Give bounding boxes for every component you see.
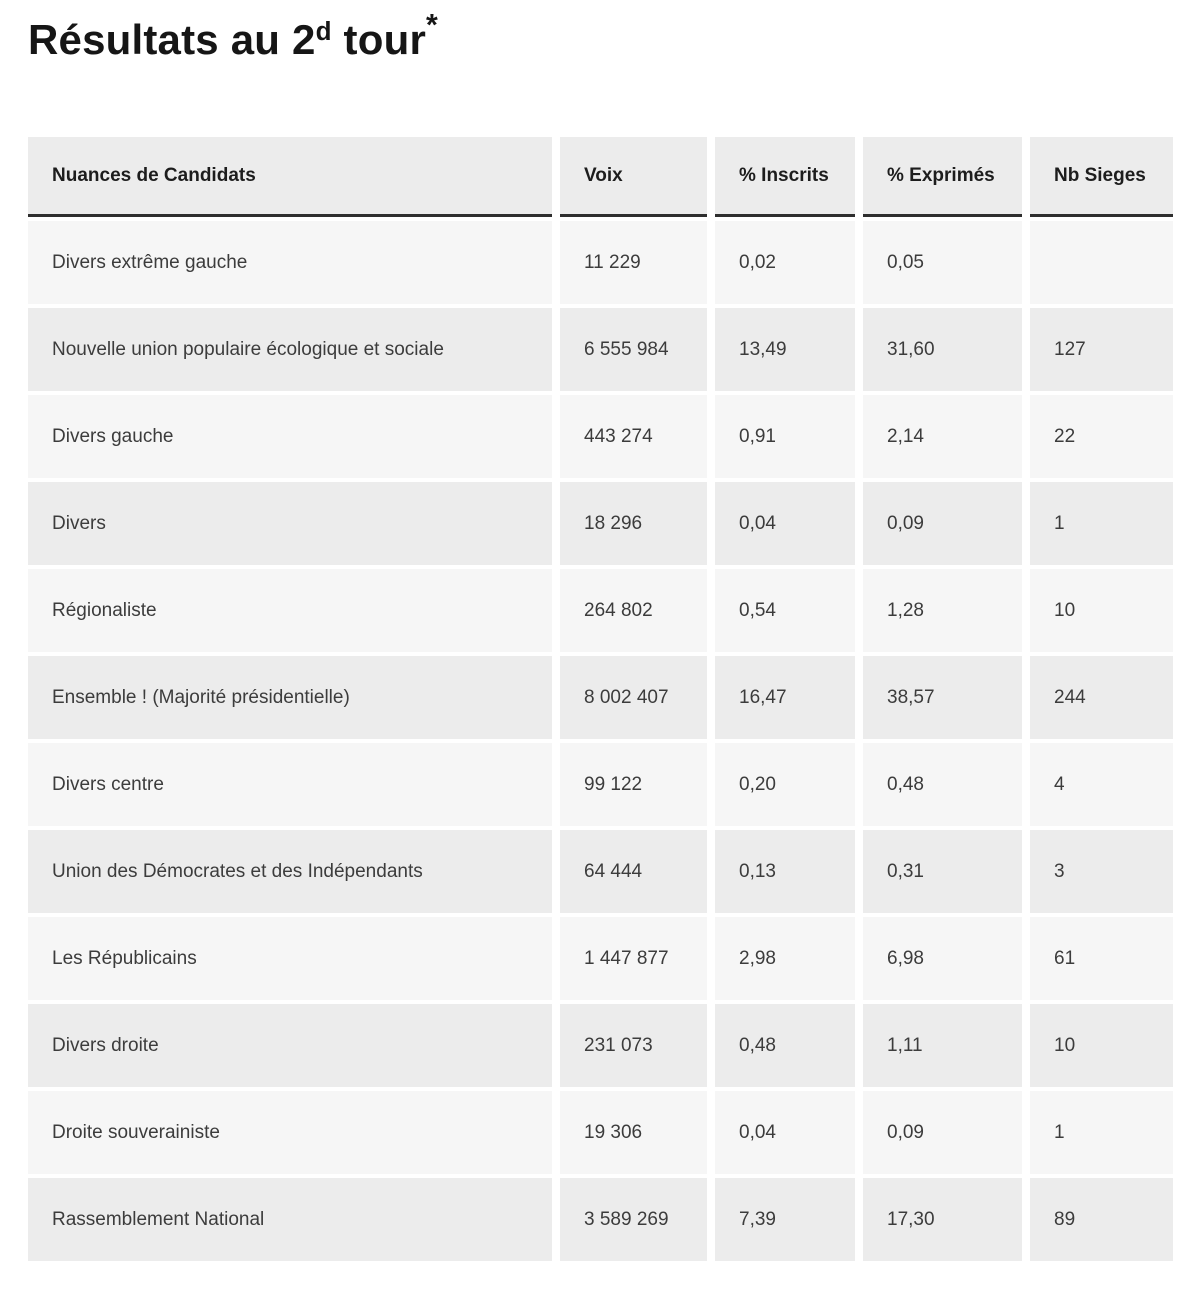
cell-nuance: Régionaliste bbox=[28, 569, 552, 652]
table-row: Divers centre 99 122 0,20 0,48 4 bbox=[28, 743, 1173, 826]
cell-exprimes: 0,48 bbox=[863, 743, 1022, 826]
cell-nuance: Divers gauche bbox=[28, 395, 552, 478]
cell-sieges: 127 bbox=[1030, 308, 1173, 391]
cell-nuance: Nouvelle union populaire écologique et s… bbox=[28, 308, 552, 391]
cell-inscrits: 0,13 bbox=[715, 830, 855, 913]
cell-voix: 3 589 269 bbox=[560, 1178, 707, 1261]
cell-inscrits: 0,48 bbox=[715, 1004, 855, 1087]
cell-exprimes: 1,11 bbox=[863, 1004, 1022, 1087]
page-title: Résultats au 2d tour* bbox=[28, 9, 438, 64]
cell-nuance: Divers bbox=[28, 482, 552, 565]
table-row: Ensemble ! (Majorité présidentielle) 8 00… bbox=[28, 656, 1173, 739]
cell-sieges: 1 bbox=[1030, 482, 1173, 565]
cell-exprimes: 38,57 bbox=[863, 656, 1022, 739]
cell-sieges: 1 bbox=[1030, 1091, 1173, 1174]
cell-sieges bbox=[1030, 221, 1173, 304]
cell-voix: 231 073 bbox=[560, 1004, 707, 1087]
table-row: Droite souverainiste 19 306 0,04 0,09 1 bbox=[28, 1091, 1173, 1174]
cell-inscrits: 13,49 bbox=[715, 308, 855, 391]
cell-sieges: 10 bbox=[1030, 1004, 1173, 1087]
column-header-exprimes: % Exprimés bbox=[863, 137, 1022, 217]
cell-voix: 264 802 bbox=[560, 569, 707, 652]
cell-nuance: Rassemblement National bbox=[28, 1178, 552, 1261]
cell-inscrits: 0,91 bbox=[715, 395, 855, 478]
cell-inscrits: 0,02 bbox=[715, 221, 855, 304]
cell-exprimes: 6,98 bbox=[863, 917, 1022, 1000]
cell-exprimes: 2,14 bbox=[863, 395, 1022, 478]
cell-voix: 1 447 877 bbox=[560, 917, 707, 1000]
cell-sieges: 244 bbox=[1030, 656, 1173, 739]
column-header-sieges: Nb Sieges bbox=[1030, 137, 1173, 217]
cell-inscrits: 7,39 bbox=[715, 1178, 855, 1261]
cell-exprimes: 17,30 bbox=[863, 1178, 1022, 1261]
table-row: Divers gauche 443 274 0,91 2,14 22 bbox=[28, 395, 1173, 478]
cell-nuance: Ensemble ! (Majorité présidentielle) bbox=[28, 656, 552, 739]
results-table: Nuances de Candidats Voix % Inscrits % E… bbox=[20, 133, 1181, 1265]
results-table-header: Nuances de Candidats Voix % Inscrits % E… bbox=[28, 137, 1173, 217]
cell-sieges: 3 bbox=[1030, 830, 1173, 913]
table-row: Divers droite 231 073 0,48 1,11 10 bbox=[28, 1004, 1173, 1087]
cell-sieges: 4 bbox=[1030, 743, 1173, 826]
cell-inscrits: 16,47 bbox=[715, 656, 855, 739]
table-row: Divers 18 296 0,04 0,09 1 bbox=[28, 482, 1173, 565]
cell-nuance: Divers centre bbox=[28, 743, 552, 826]
cell-exprimes: 0,31 bbox=[863, 830, 1022, 913]
cell-inscrits: 0,04 bbox=[715, 1091, 855, 1174]
cell-sieges: 22 bbox=[1030, 395, 1173, 478]
table-row: Divers extrême gauche 11 229 0,02 0,05 bbox=[28, 221, 1173, 304]
column-header-nuances: Nuances de Candidats bbox=[28, 137, 552, 217]
title-asterisk: * bbox=[426, 9, 438, 43]
header-row: Nuances de Candidats Voix % Inscrits % E… bbox=[28, 137, 1173, 217]
cell-voix: 6 555 984 bbox=[560, 308, 707, 391]
cell-exprimes: 0,09 bbox=[863, 1091, 1022, 1174]
cell-voix: 18 296 bbox=[560, 482, 707, 565]
cell-sieges: 10 bbox=[1030, 569, 1173, 652]
cell-inscrits: 0,54 bbox=[715, 569, 855, 652]
table-row: Union des Démocrates et des Indépendants… bbox=[28, 830, 1173, 913]
table-row: Les Républicains 1 447 877 2,98 6,98 61 bbox=[28, 917, 1173, 1000]
cell-voix: 8 002 407 bbox=[560, 656, 707, 739]
cell-nuance: Les Républicains bbox=[28, 917, 552, 1000]
cell-inscrits: 2,98 bbox=[715, 917, 855, 1000]
cell-sieges: 61 bbox=[1030, 917, 1173, 1000]
cell-inscrits: 0,04 bbox=[715, 482, 855, 565]
cell-voix: 19 306 bbox=[560, 1091, 707, 1174]
cell-voix: 64 444 bbox=[560, 830, 707, 913]
cell-exprimes: 31,60 bbox=[863, 308, 1022, 391]
column-header-inscrits: % Inscrits bbox=[715, 137, 855, 217]
cell-nuance: Droite souverainiste bbox=[28, 1091, 552, 1174]
cell-voix: 443 274 bbox=[560, 395, 707, 478]
cell-exprimes: 1,28 bbox=[863, 569, 1022, 652]
cell-nuance: Divers droite bbox=[28, 1004, 552, 1087]
table-row: Rassemblement National 3 589 269 7,39 17,30… bbox=[28, 1178, 1173, 1261]
table-row: Nouvelle union populaire écologique et s… bbox=[28, 308, 1173, 391]
cell-voix: 11 229 bbox=[560, 221, 707, 304]
results-table-body: Divers extrême gauche 11 229 0,02 0,05 Nouve… bbox=[28, 221, 1173, 1261]
table-row: Régionaliste 264 802 0,54 1,28 10 bbox=[28, 569, 1173, 652]
cell-sieges: 89 bbox=[1030, 1178, 1173, 1261]
title-text: Résultats au 2 bbox=[28, 16, 316, 63]
title-ordinal-superscript: d bbox=[315, 16, 332, 47]
cell-voix: 99 122 bbox=[560, 743, 707, 826]
cell-nuance: Divers extrême gauche bbox=[28, 221, 552, 304]
title-suffix: tour bbox=[331, 16, 426, 63]
column-header-voix: Voix bbox=[560, 137, 707, 217]
cell-inscrits: 0,20 bbox=[715, 743, 855, 826]
cell-exprimes: 0,09 bbox=[863, 482, 1022, 565]
cell-nuance: Union des Démocrates et des Indépendants bbox=[28, 830, 552, 913]
cell-exprimes: 0,05 bbox=[863, 221, 1022, 304]
